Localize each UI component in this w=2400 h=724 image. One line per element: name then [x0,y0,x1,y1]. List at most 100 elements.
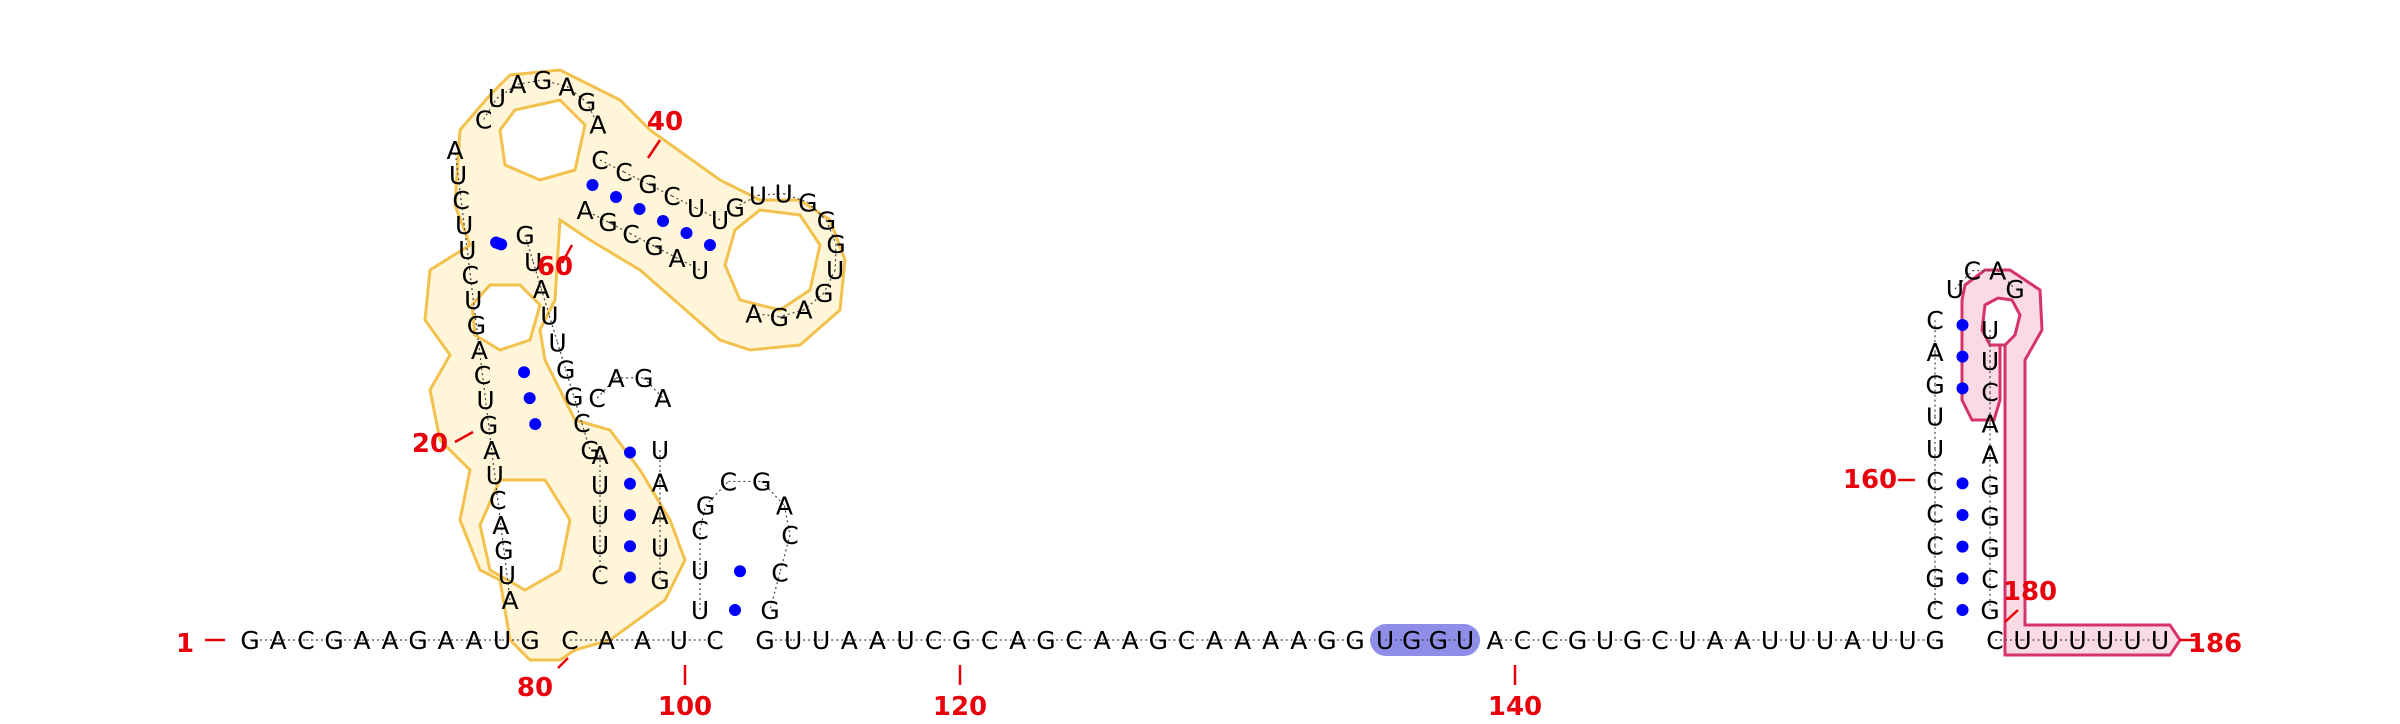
backbone-link [469,274,474,301]
nucleotide-hairpin_tiny: U [691,596,709,625]
nucleotide-linker: A [1234,626,1251,655]
backbone-link [494,474,499,501]
nucleotide-stem_left: G [494,536,513,565]
nucleotide-strand_5prime: A [381,626,398,655]
nucleotide-stem_inner: U [540,302,558,331]
position-label: 1 [176,629,194,659]
backbone-link [753,312,780,318]
base-pair-dot [529,418,542,431]
position-label: 100 [658,692,712,722]
nucleotide-loop_right: G [826,230,845,259]
nucleotide-stem3_left: U [1926,435,1944,464]
backbone-link [653,245,678,259]
nucleotide-hairpin_small_left: C [591,561,608,590]
base-pair-dot [523,392,536,405]
nucleotide-stem3_right: U [1981,347,1999,376]
nucleotide-stem3_left: C [1926,532,1943,561]
nucleotide-highlight_seq: G [1429,626,1448,655]
base-pair-dot [729,604,741,616]
nucleotide-stem3_left: G [1925,564,1944,593]
backbone-link [483,97,498,120]
backbone-link [630,233,655,247]
nucleotide-arm_upper: G [638,170,657,199]
nucleotide-stem_inner: G [515,221,534,250]
backbone-link [1954,270,1973,290]
position-label: 160 [1843,465,1897,495]
nucleotide-linker: A [1009,626,1026,655]
base-pair-dot [1956,604,1969,616]
nucleotide-hairpin_tiny: C [691,516,708,545]
nucleotide-hairpin_small_left: U [591,471,609,500]
nucleotide-linker: G [1345,626,1364,655]
backbone-link [496,83,519,99]
nucleotide-tail_3prime: U [2151,626,2169,655]
nucleotide-strand_5prime: U [493,626,511,655]
nucleotide-linker2: U [1761,626,1779,655]
nucleotide-loop_right: U [774,180,792,209]
position-label: 180 [2003,577,2057,607]
nucleotide-linker2: U [1596,626,1614,655]
backbone-link [769,572,781,611]
base-pairs [490,179,1969,616]
nucleotide-loop_top: A [558,72,575,101]
backbone-link [488,424,493,451]
base-pair-dot [518,366,531,379]
nucleotide-tail_3prime: C [1986,626,2003,655]
base-pair-dot [624,571,636,584]
nucleotide-tail_3prime: U [2123,626,2141,655]
nucleotide-arm_lower: U [691,256,709,285]
nucleotide-stem3_loop: C [1964,257,1981,286]
backbone-link [484,399,490,426]
nucleotide-junction: U [670,626,688,655]
position-label: 40 [647,107,683,137]
nucleotide-linker: G [1317,626,1336,655]
position-label: 80 [517,673,553,703]
nucleotide-stem_inner: C [573,409,590,438]
nucleotide-loop_top: A [589,110,606,139]
nucleotide-tail_3prime: U [2096,626,2114,655]
backbone-link [607,221,632,235]
nucleotide-loop_top: U [488,84,506,113]
nucleotide-linker: A [1262,626,1279,655]
yellow-loop-hole-bottom [478,478,572,592]
nucleotide-linker2: U [1898,626,1916,655]
nucleotide-linker2: U [1788,626,1806,655]
nucleotide-highlight_seq: G [1402,626,1421,655]
nucleotide-linker: U [784,626,802,655]
nucleotide-stem3_loop: G [2005,275,2024,304]
nucleotide-linker2: A [1486,626,1503,655]
nucleotide-hairpin_small_left: U [591,531,609,560]
nucleotide-strand_5prime: G [520,626,539,655]
nucleotide-strand_5prime: A [353,626,370,655]
nucleotide-stem_left: U [486,461,504,490]
backbone-link [705,481,729,507]
backbone-link [491,449,496,476]
nucleotide-loop_right: U [749,181,767,210]
backbone-link [475,324,481,351]
nucleotide-linker: G [755,626,774,655]
base-pair-dot [680,227,693,239]
nucleotide-hairpin_tiny: G [760,596,779,625]
backbone-link [460,199,465,226]
nucleotide-linker2: G [1623,626,1642,655]
backbone-link [757,193,784,197]
nucleotide-arm_lower: G [644,232,663,261]
nucleotide-junction: A [598,626,615,655]
nucleotide-stem_inner: U [548,329,566,358]
pink-loop-hole [1980,296,2022,347]
backbone-link [761,481,785,507]
base-pair-dot [624,446,636,459]
base-pair-dot [624,477,636,490]
base-pair-dot [624,540,636,553]
nucleotide-stem_left: A [492,511,509,540]
nucleotide-strand_5prime: C [297,626,314,655]
backbone-link [542,79,568,87]
nucleotide-tail_3prime: U [2068,626,2086,655]
backbone-link [506,574,511,601]
nucleotide-stem3_left: U [1926,403,1944,432]
position-label: 186 [2188,629,2242,659]
nucleotide-linker2: U [1816,626,1834,655]
nucleotide-linker2: U [1678,626,1696,655]
nucleotide-linker: C [981,626,998,655]
